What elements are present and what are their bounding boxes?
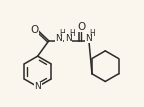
Text: N: N bbox=[34, 82, 41, 91]
Text: H: H bbox=[90, 29, 95, 38]
Text: N: N bbox=[55, 34, 62, 43]
Text: O: O bbox=[77, 22, 86, 32]
Text: H: H bbox=[69, 29, 75, 38]
Text: O: O bbox=[30, 25, 39, 35]
Text: H: H bbox=[60, 29, 65, 38]
Text: N: N bbox=[86, 34, 92, 43]
Text: N: N bbox=[65, 34, 72, 43]
